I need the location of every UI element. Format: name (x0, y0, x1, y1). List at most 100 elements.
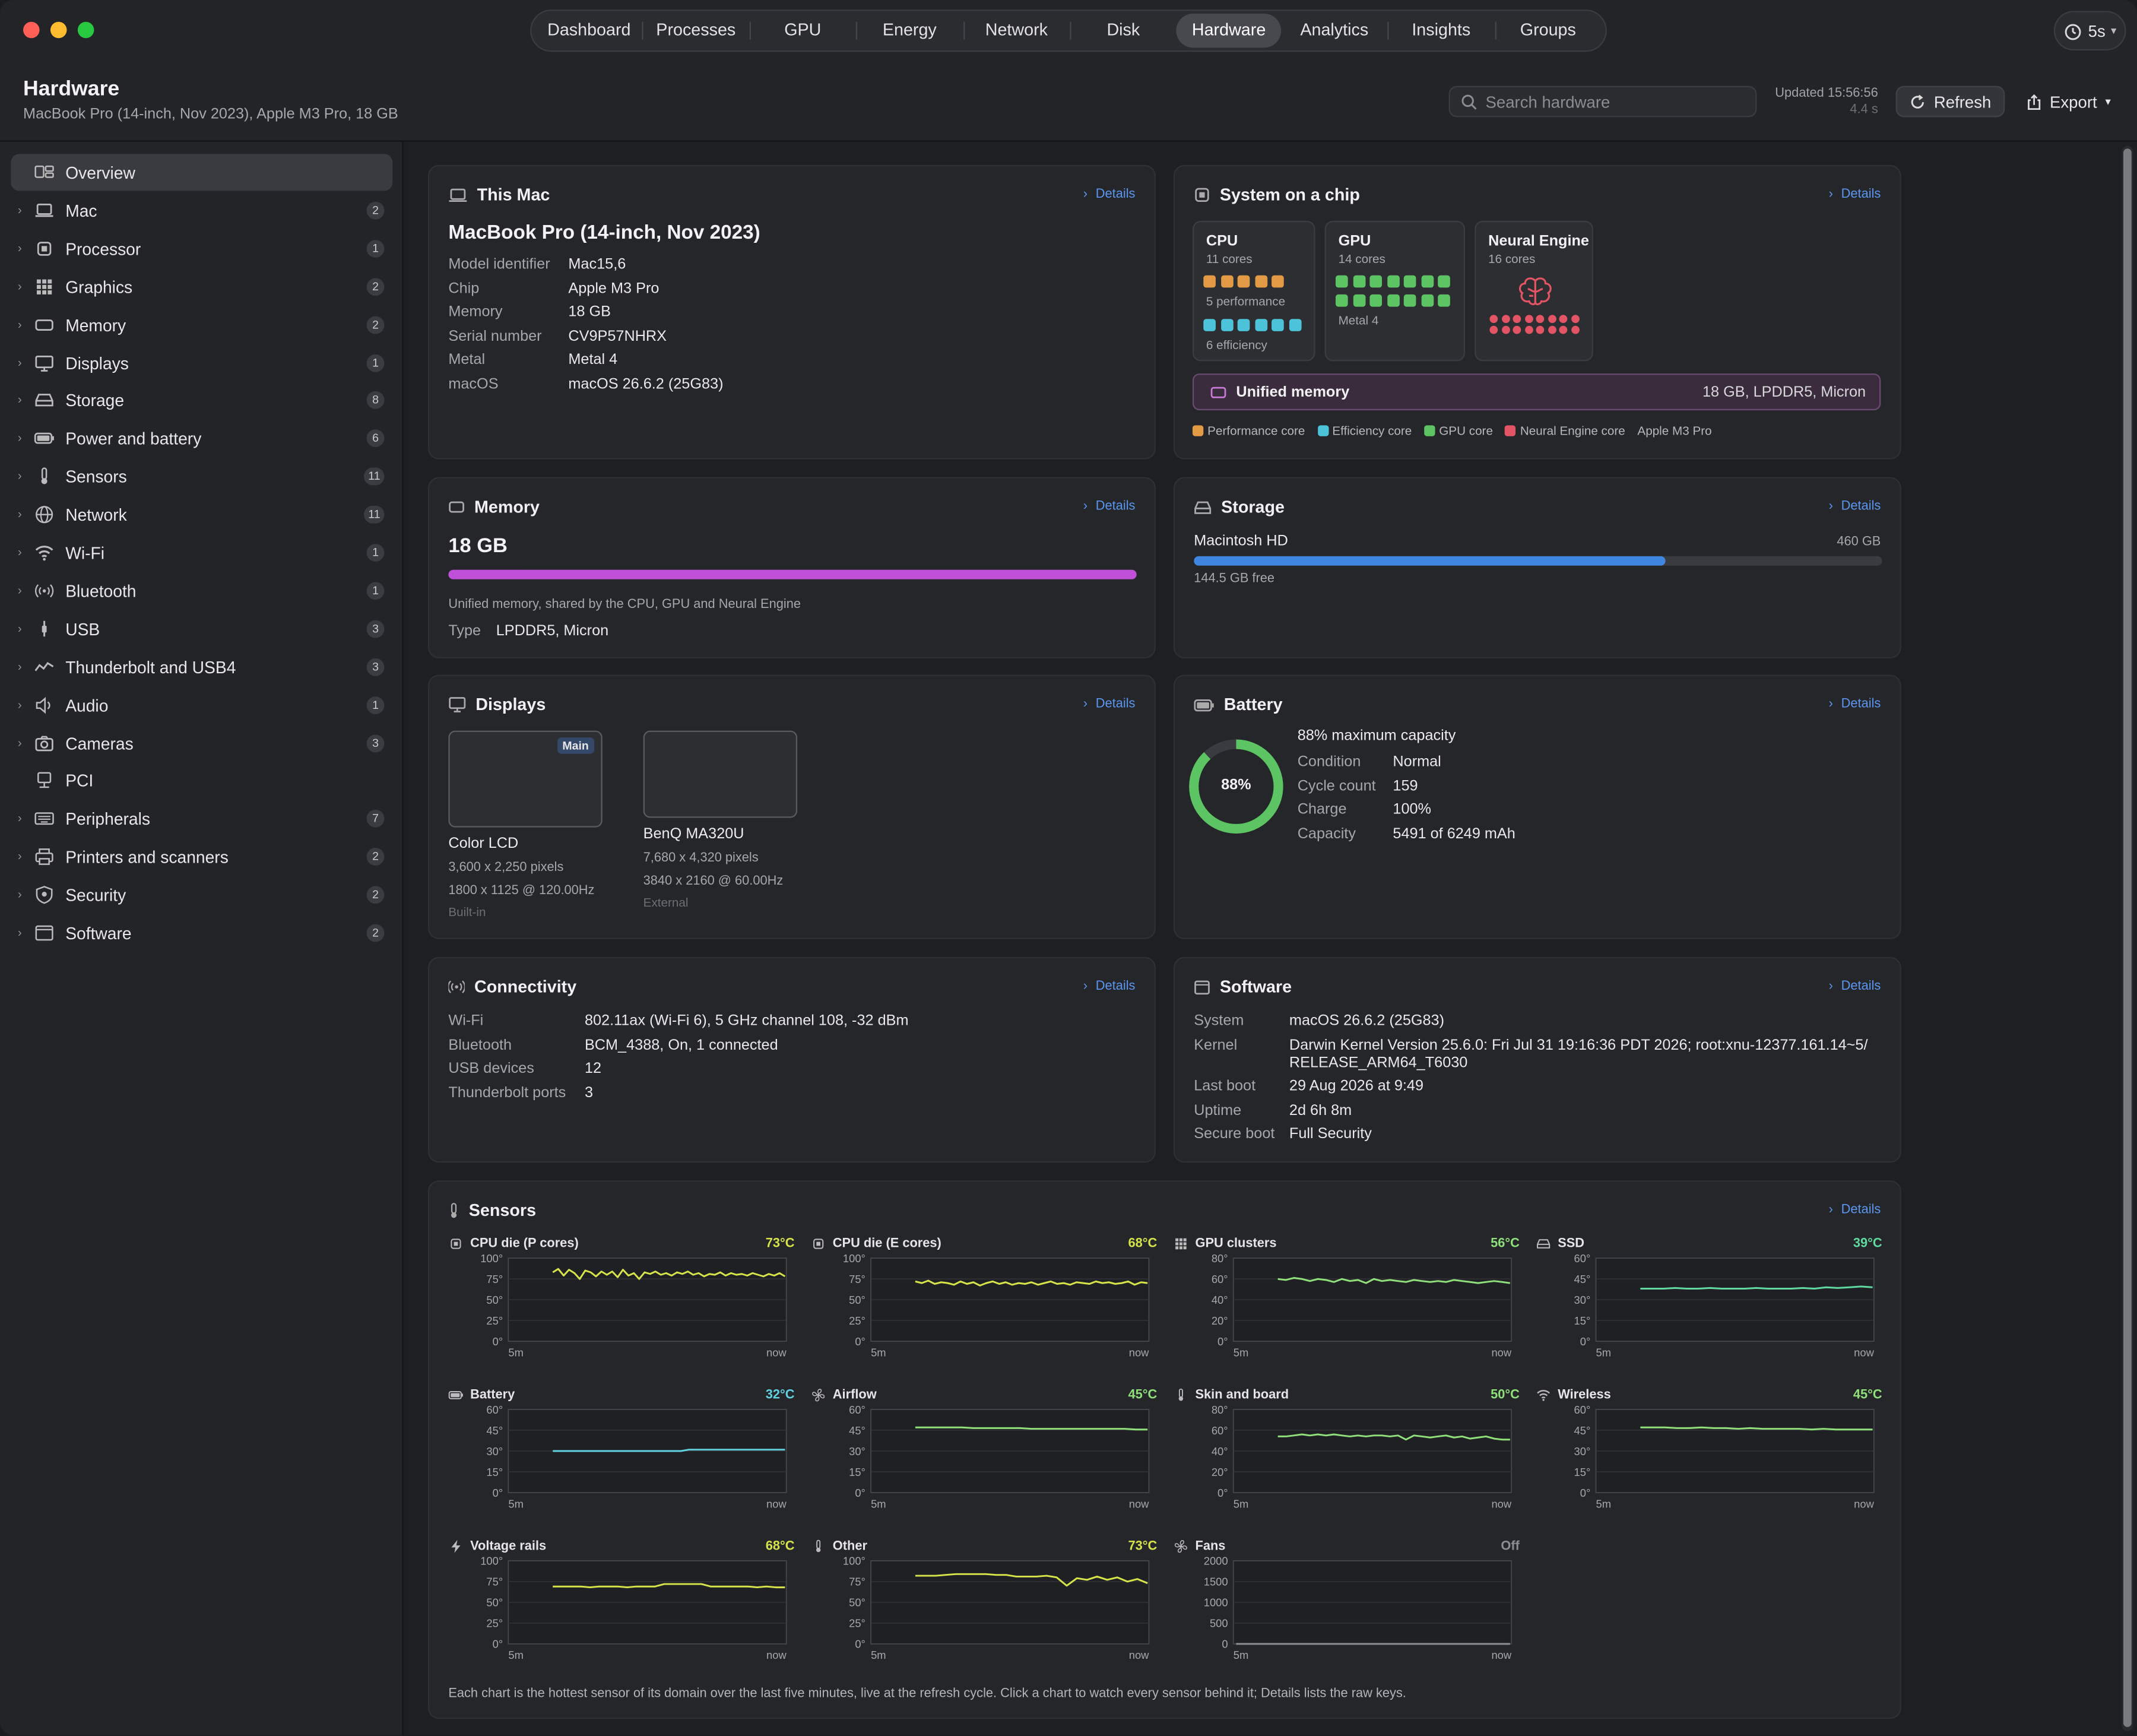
tab-disk[interactable]: Disk (1070, 14, 1177, 47)
sensor-chart-wireless[interactable]: Wireless 45°C 60° 45° 30° 15° 0° 5m now (1536, 1387, 1882, 1524)
sidebar-item-peripherals[interactable]: › Peripherals 7 (11, 800, 392, 837)
tab-gpu[interactable]: GPU (749, 14, 856, 47)
sidebar-item-security[interactable]: › Security 2 (11, 876, 392, 913)
neural-engine-block[interactable]: Neural Engine 16 cores (1475, 220, 1593, 362)
sidebar-item-audio[interactable]: › Audio 1 (11, 686, 392, 723)
details-link[interactable]: › Details (1829, 696, 1881, 711)
display-thumbnail-benq[interactable] (643, 730, 798, 818)
chevron-right-icon[interactable]: › (17, 583, 22, 597)
sidebar-item-thunderbolt-and-usb4[interactable]: › Thunderbolt and USB4 3 (11, 648, 392, 685)
sidebar-item-bluetooth[interactable]: › Bluetooth 1 (11, 572, 392, 609)
sidebar-item-overview[interactable]: Overview (11, 154, 393, 191)
export-menu-button[interactable]: Export ▾ (2016, 86, 2117, 118)
sensor-chart-voltage-rails[interactable]: Voltage rails 68°C 100° 75° 50° 25° 0° 5m now (448, 1539, 795, 1675)
display-name: BenQ MA320U (643, 826, 744, 842)
soc-card[interactable]: System on a chip › Details CPU 11 cores 5… (1173, 164, 1901, 460)
chevron-right-icon[interactable]: › (17, 849, 22, 863)
tab-network[interactable]: Network (963, 14, 1070, 47)
sidebar-item-software[interactable]: › Software 2 (11, 915, 392, 952)
sidebar-item-mac[interactable]: › Mac 2 (11, 192, 392, 229)
refresh-button[interactable]: Refresh (1895, 85, 2005, 118)
sidebar-item-sensors[interactable]: › Sensors 11 (11, 458, 392, 495)
info-value: Full Security (1289, 1126, 1372, 1142)
details-link[interactable]: › Details (1829, 187, 1881, 202)
tab-insights[interactable]: Insights (1387, 14, 1495, 47)
sensor-chart-cpu-die-p-cores-[interactable]: CPU die (P cores) 73°C 100° 75° 50° 25° 0° 5m no… (448, 1236, 795, 1373)
tab-processes[interactable]: Processes (642, 14, 749, 47)
this-mac-card[interactable]: This Mac › Details MacBook Pro (14-inch, … (427, 164, 1156, 460)
sidebar-item-memory[interactable]: › Memory 2 (11, 306, 392, 343)
sensors-card[interactable]: Sensors › Details CPU die (P cores) 73°C 10… (427, 1180, 1901, 1719)
zoom-window-button[interactable] (77, 21, 94, 39)
sidebar-item-graphics[interactable]: › Graphics 2 (11, 268, 392, 305)
chevron-right-icon[interactable]: › (17, 507, 22, 521)
sidebar-item-cameras[interactable]: › Cameras 3 (11, 724, 392, 761)
memory-card[interactable]: Memory › Details 18 GB Unified memory, sh… (427, 477, 1156, 658)
chevron-right-icon[interactable]: › (17, 278, 22, 293)
sidebar-item-processor[interactable]: › Processor 1 (11, 230, 392, 267)
sidebar-item-displays[interactable]: › Displays 1 (11, 344, 392, 381)
chevron-right-icon[interactable]: › (17, 431, 22, 445)
chevron-right-icon[interactable]: › (17, 317, 22, 331)
tab-analytics[interactable]: Analytics (1300, 20, 1369, 40)
details-link[interactable]: › Details (1083, 978, 1136, 993)
sidebar-item-network[interactable]: › Network 11 (11, 496, 392, 533)
refresh-interval-menu[interactable]: 5s ▾ (2053, 11, 2126, 50)
chevron-right-icon[interactable]: › (17, 469, 22, 483)
sensor-chart-fans[interactable]: Fans Off 2000 1500 1000 500 0 5m now (1174, 1539, 1520, 1675)
search-input[interactable]: Search hardware (1448, 85, 1757, 118)
chevron-right-icon[interactable]: › (17, 545, 22, 559)
sensor-chart-cpu-die-e-cores-[interactable]: CPU die (E cores) 68°C 100° 75° 50° 25° 0° 5m no… (811, 1236, 1157, 1373)
chevron-right-icon[interactable]: › (17, 355, 22, 369)
displays-card[interactable]: Displays › Details Main Color LCD 3,600 x… (427, 674, 1156, 939)
thermometer-icon (451, 1203, 457, 1218)
sensor-chart-battery[interactable]: Battery 32°C 60° 45° 30° 15° 0° 5m now (448, 1387, 795, 1524)
connectivity-card[interactable]: Connectivity › Details Wi-Fi 802.11ax (Wi-… (427, 956, 1156, 1163)
sensor-chart-skin-and-board[interactable]: Skin and board 50°C 80° 60° 40° 20° 0° 5m now (1174, 1387, 1520, 1524)
unified-memory-bar[interactable]: Unified memory 18 GB, LPDDR5, Micron (1192, 373, 1881, 411)
chevron-right-icon[interactable]: › (17, 925, 22, 939)
minimize-window-button[interactable] (50, 21, 67, 39)
sidebar-item-wi-fi[interactable]: › Wi-Fi 1 (11, 534, 392, 571)
close-window-button[interactable] (23, 21, 40, 39)
tab-hardware[interactable]: Hardware (1177, 13, 1281, 48)
details-link[interactable]: › Details (1829, 978, 1881, 993)
sensor-chart-other[interactable]: Other 73°C 100° 75° 50° 25° 0° 5m now (811, 1539, 1157, 1675)
display-thumbnail-color-lcd[interactable]: Main (448, 730, 603, 828)
sidebar-item-power-and-battery[interactable]: › Power and battery 6 (11, 420, 392, 457)
sidebar-item-printers-and-scanners[interactable]: › Printers and scanners 2 (11, 838, 392, 875)
sidebar-item-storage[interactable]: › Storage 8 (11, 382, 392, 419)
cpu-block[interactable]: CPU 11 cores 5 performance 6 efficiency (1192, 220, 1315, 362)
chevron-right-icon[interactable]: › (17, 393, 22, 407)
tab-dashboard[interactable]: Dashboard (547, 20, 631, 40)
tab-groups[interactable]: Groups (1494, 14, 1602, 47)
sensor-chart-gpu-clusters[interactable]: GPU clusters 56°C 80° 60° 40° 20° 0° 5m now (1174, 1236, 1520, 1373)
gpu-block[interactable]: GPU 14 cores Metal 4 (1324, 220, 1466, 362)
memory-icon (449, 501, 464, 513)
battery-card[interactable]: Battery › Details 88% 88% maximum capacit… (1173, 674, 1901, 939)
chevron-right-icon[interactable]: › (17, 811, 22, 825)
chevron-right-icon[interactable]: › (17, 240, 22, 255)
sensor-chart-airflow[interactable]: Airflow 45°C 60° 45° 30° 15° 0° 5m now (811, 1387, 1157, 1524)
scrollbar-thumb[interactable] (2123, 148, 2132, 1727)
sensor-plot: 100° 75° 50° 25° 0° 5m now (480, 1556, 787, 1661)
details-link[interactable]: › Details (1083, 499, 1136, 514)
chevron-right-icon[interactable]: › (17, 697, 22, 711)
chevron-right-icon[interactable]: › (17, 887, 22, 901)
details-link[interactable]: › Details (1829, 1202, 1881, 1217)
chevron-right-icon[interactable]: › (17, 202, 22, 217)
software-card[interactable]: Software › Details System macOS 26.6.2 (25… (1173, 956, 1901, 1163)
tab-energy[interactable]: Energy (856, 14, 963, 47)
sensor-chart-ssd[interactable]: SSD 39°C 60° 45° 30° 15° 0° 5m now (1536, 1236, 1882, 1373)
details-link[interactable]: › Details (1083, 696, 1136, 711)
sidebar-item-usb[interactable]: › USB 3 (11, 610, 392, 647)
chevron-right-icon[interactable]: › (17, 621, 22, 635)
chevron-right-icon[interactable]: › (17, 659, 22, 673)
sidebar-item-pci[interactable]: PCI (11, 762, 392, 799)
details-link[interactable]: › Details (1829, 499, 1881, 514)
chevron-right-icon: › (1828, 978, 1833, 994)
storage-card[interactable]: Storage › Details Macintosh HD 460 GB 144… (1173, 477, 1901, 658)
scrollbar[interactable] (2122, 145, 2133, 1731)
details-link[interactable]: › Details (1083, 187, 1136, 202)
chevron-right-icon[interactable]: › (17, 735, 22, 749)
